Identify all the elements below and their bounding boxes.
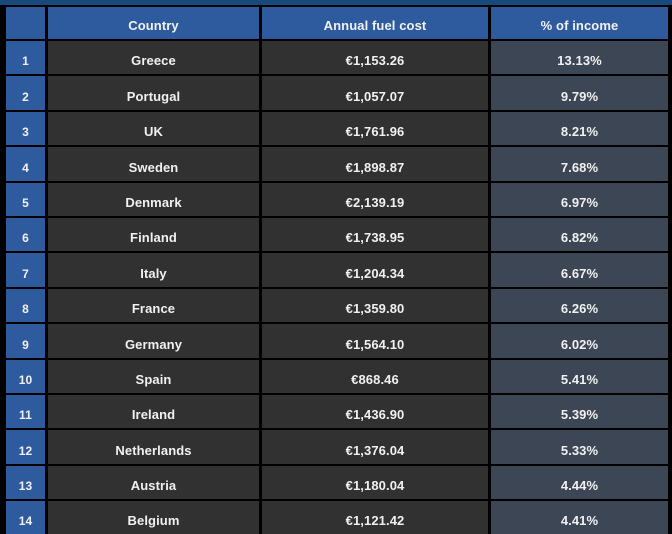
row-rank: 6 [6, 217, 45, 252]
row-income-percent: 6.82% [491, 217, 668, 252]
row-country: Italy [48, 253, 259, 287]
row-income-percent: 13.13% [491, 41, 668, 75]
row-income-percent: 8.21% [491, 111, 668, 146]
row-income-percent: 6.97% [491, 182, 668, 216]
row-country: Belgium [48, 501, 259, 534]
row-fuel-cost: €1,738.95 [262, 217, 488, 252]
row-rank: 9 [6, 324, 45, 358]
row-country: Finland [48, 217, 259, 252]
row-country: Germany [48, 324, 259, 358]
row-country: Sweden [48, 147, 259, 181]
row-fuel-cost: €1,180.04 [262, 465, 488, 500]
row-fuel-cost: €868.46 [262, 359, 488, 393]
row-fuel-cost: €2,139.19 [262, 182, 488, 216]
row-income-percent: 9.79% [491, 76, 668, 110]
row-country: Spain [48, 359, 259, 393]
header-rank [6, 7, 45, 39]
header-income-percent: % of income [491, 7, 668, 39]
row-rank: 5 [6, 182, 45, 216]
row-income-percent: 6.67% [491, 253, 668, 287]
row-rank: 1 [6, 41, 45, 75]
row-rank: 4 [6, 147, 45, 181]
row-rank: 7 [6, 253, 45, 287]
row-rank: 2 [6, 76, 45, 110]
row-income-percent: 4.41% [491, 501, 668, 534]
row-income-percent: 7.68% [491, 147, 668, 181]
row-income-percent: 5.41% [491, 359, 668, 393]
row-fuel-cost: €1,121.42 [262, 501, 488, 534]
row-rank: 3 [6, 111, 45, 146]
row-country: Portugal [48, 76, 259, 110]
row-fuel-cost: €1,376.04 [262, 430, 488, 464]
top-accent-strip [0, 0, 672, 5]
row-income-percent: 5.33% [491, 430, 668, 464]
row-rank: 10 [6, 359, 45, 393]
row-rank: 12 [6, 430, 45, 464]
row-country: France [48, 288, 259, 323]
row-fuel-cost: €1,204.34 [262, 253, 488, 287]
row-country: Ireland [48, 394, 259, 429]
row-country: UK [48, 111, 259, 146]
row-fuel-cost: €1,564.10 [262, 324, 488, 358]
row-rank: 11 [6, 394, 45, 429]
row-fuel-cost: €1,436.90 [262, 394, 488, 429]
row-rank: 13 [6, 465, 45, 500]
header-country: Country [48, 7, 259, 39]
row-fuel-cost: €1,057.07 [262, 76, 488, 110]
row-country: Austria [48, 465, 259, 500]
fuel-cost-table: Country Annual fuel cost % of income 1 G… [0, 5, 672, 534]
row-income-percent: 6.02% [491, 324, 668, 358]
row-income-percent: 5.39% [491, 394, 668, 429]
row-rank: 8 [6, 288, 45, 323]
row-fuel-cost: €1,898.87 [262, 147, 488, 181]
row-income-percent: 4.44% [491, 465, 668, 500]
row-country: Netherlands [48, 430, 259, 464]
row-fuel-cost: €1,153.26 [262, 41, 488, 75]
row-income-percent: 6.26% [491, 288, 668, 323]
header-fuel-cost: Annual fuel cost [262, 7, 488, 39]
row-country: Denmark [48, 182, 259, 216]
row-rank: 14 [6, 501, 45, 534]
row-fuel-cost: €1,761.96 [262, 111, 488, 146]
row-fuel-cost: €1,359.80 [262, 288, 488, 323]
row-country: Greece [48, 41, 259, 75]
